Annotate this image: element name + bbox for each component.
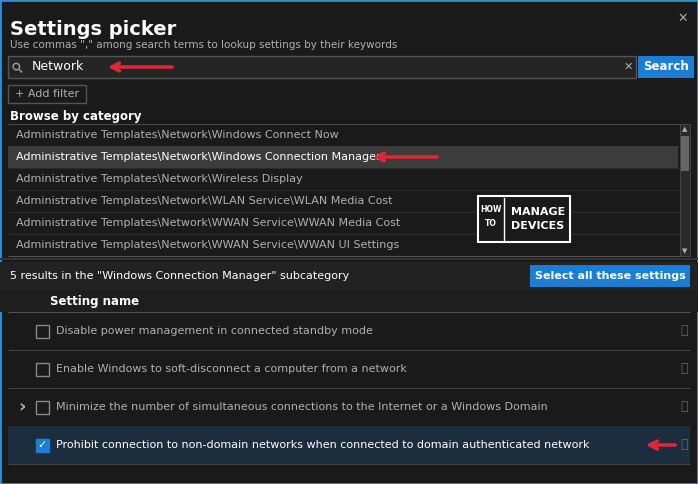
Text: + Add filter: + Add filter xyxy=(15,89,79,99)
Bar xyxy=(681,136,689,171)
Text: Minimize the number of simultaneous connections to the Internet or a Windows Dom: Minimize the number of simultaneous conn… xyxy=(56,402,548,412)
Text: ⓘ: ⓘ xyxy=(681,439,688,452)
Bar xyxy=(36,363,49,376)
Bar xyxy=(8,56,636,78)
Text: Administrative Templates\Network\Wireless Display: Administrative Templates\Network\Wireles… xyxy=(16,174,303,184)
Bar xyxy=(0,290,698,312)
Text: Prohibit connection to non-domain networks when connected to domain authenticate: Prohibit connection to non-domain networ… xyxy=(56,440,590,450)
Bar xyxy=(36,324,49,337)
Text: Administrative Templates\Network\Windows Connection Manager: Administrative Templates\Network\Windows… xyxy=(16,152,380,162)
Text: ✕: ✕ xyxy=(678,12,688,25)
Bar xyxy=(680,124,690,256)
Text: ⓘ: ⓘ xyxy=(681,400,688,413)
Text: ✓: ✓ xyxy=(38,440,47,450)
Bar xyxy=(8,426,690,464)
Text: Administrative Templates\Network\WLAN Service\WLAN Media Cost: Administrative Templates\Network\WLAN Se… xyxy=(16,196,392,206)
Text: Administrative Templates\Network\Windows Connect Now: Administrative Templates\Network\Windows… xyxy=(16,130,339,140)
Text: Use commas "," among search terms to lookup settings by their keywords: Use commas "," among search terms to loo… xyxy=(10,40,397,50)
Text: Settings picker: Settings picker xyxy=(10,20,177,39)
Text: ⓘ: ⓘ xyxy=(681,363,688,376)
Text: 5 results in the "Windows Connection Manager" subcategory: 5 results in the "Windows Connection Man… xyxy=(10,271,349,281)
Text: ▲: ▲ xyxy=(683,126,688,132)
Bar xyxy=(0,262,698,290)
Text: Setting name: Setting name xyxy=(50,294,139,307)
Text: Disable power management in connected standby mode: Disable power management in connected st… xyxy=(56,326,373,336)
Text: Browse by category: Browse by category xyxy=(10,110,142,123)
Text: Enable Windows to soft-disconnect a computer from a network: Enable Windows to soft-disconnect a comp… xyxy=(56,364,407,374)
Text: HOW: HOW xyxy=(480,206,502,214)
Bar xyxy=(530,265,690,287)
Text: Select all these settings: Select all these settings xyxy=(535,271,685,281)
Bar xyxy=(8,85,86,103)
Text: Search: Search xyxy=(643,60,689,74)
Text: MANAGE: MANAGE xyxy=(511,207,565,217)
Text: ▼: ▼ xyxy=(683,248,688,254)
Bar xyxy=(478,196,570,242)
Text: ⚲: ⚲ xyxy=(10,59,27,76)
Text: DEVICES: DEVICES xyxy=(512,221,565,231)
Text: ✕: ✕ xyxy=(623,62,632,72)
Text: Administrative Templates\Network\WWAN Service\WWAN UI Settings: Administrative Templates\Network\WWAN Se… xyxy=(16,240,399,250)
Bar xyxy=(8,146,678,168)
Bar xyxy=(36,400,49,413)
Bar xyxy=(638,56,694,78)
Text: TO: TO xyxy=(485,220,497,228)
Text: Network: Network xyxy=(32,60,84,74)
Text: ⓘ: ⓘ xyxy=(681,324,688,337)
Text: Administrative Templates\Network\WWAN Service\WWAN Media Cost: Administrative Templates\Network\WWAN Se… xyxy=(16,218,400,228)
Text: ›: › xyxy=(18,398,26,416)
Bar xyxy=(0,258,698,260)
Bar xyxy=(36,439,49,452)
